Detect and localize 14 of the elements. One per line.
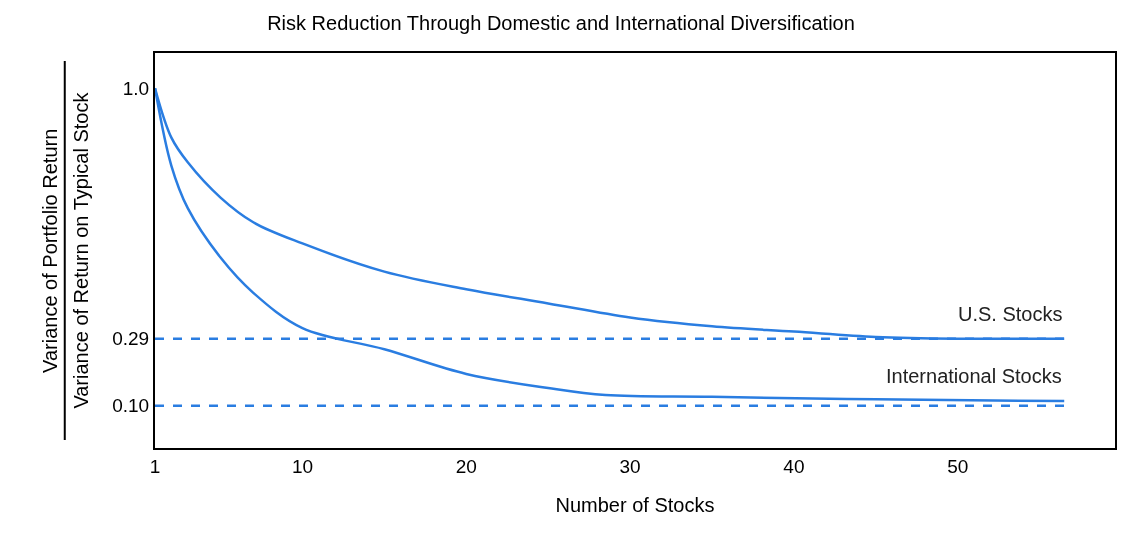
x-tick-label: 30 (619, 455, 641, 477)
y-tick-label: 1.0 (122, 77, 150, 99)
series-label: International Stocks (886, 365, 1062, 387)
chart-title: Risk Reduction Through Domestic and International Diversification (267, 11, 855, 34)
y-axis-title: Variance of Portfolio Return Variance of Return on Typical Stock (38, 91, 92, 409)
y-tick-label: 0.29 (112, 328, 150, 350)
series-label: U.S. Stocks (958, 303, 1063, 325)
y-tick-label: 0.10 (112, 395, 150, 417)
x-tick-label: 10 (291, 455, 314, 477)
x-tick-label: 40 (783, 455, 805, 477)
x-axis-title: Number of Stocks (555, 493, 715, 516)
x-tick-label: 1 (149, 455, 161, 477)
x-tick-label: 20 (455, 455, 477, 477)
x-tick-label: 50 (947, 455, 969, 477)
